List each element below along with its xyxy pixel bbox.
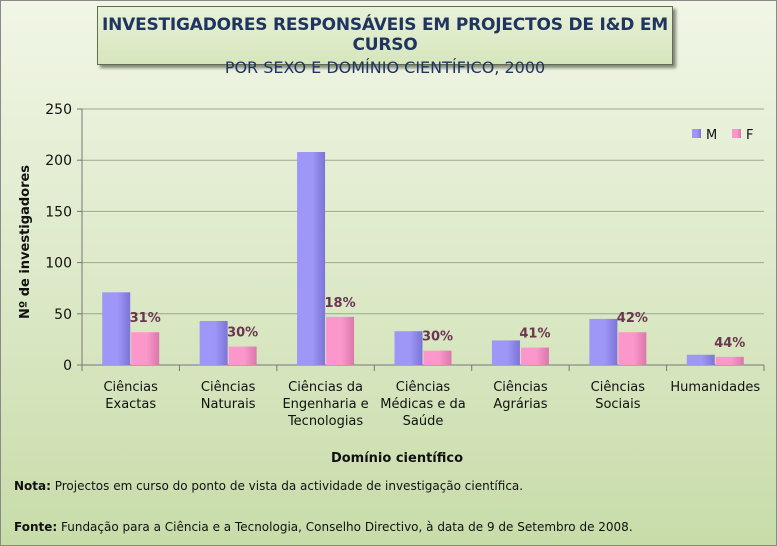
x-tick-label: Ciências da xyxy=(288,380,363,395)
source-text: Fundação para a Ciência e a Tecnologia, … xyxy=(57,520,633,534)
legend-label-f: F xyxy=(746,128,753,143)
bar-m xyxy=(394,331,423,365)
x-tick-label: Ciências xyxy=(493,380,548,395)
legend-swatch-f xyxy=(732,129,741,138)
x-tick-label: Humanidades xyxy=(670,380,760,395)
data-label: 18% xyxy=(325,296,356,311)
bar-m xyxy=(199,320,228,365)
note-text: Projectos em curso do ponto de vista da … xyxy=(50,479,524,493)
y-tick-label: 250 xyxy=(45,102,72,118)
bar-f xyxy=(326,316,355,365)
x-tick-label: Engenharia e xyxy=(282,397,368,412)
x-axis-title: Domínio científico xyxy=(331,451,463,466)
x-tick-label: Agrárias xyxy=(493,397,547,412)
data-label: 30% xyxy=(422,330,453,345)
legend-label-m: M xyxy=(706,128,717,143)
bar-f xyxy=(520,347,549,365)
x-tick-label: Ciências xyxy=(103,380,158,395)
x-tick-label: Tecnologias xyxy=(287,414,363,429)
note-label: Nota: xyxy=(14,479,51,493)
data-label: 31% xyxy=(130,311,161,326)
data-label: 41% xyxy=(519,327,550,342)
bar-m xyxy=(102,292,131,365)
y-tick-label: 150 xyxy=(45,204,72,220)
legend-swatch-m xyxy=(692,129,701,138)
x-tick-label: Saúde xyxy=(403,414,444,429)
chart-title-box: INVESTIGADORES RESPONSÁVEIS EM PROJECTOS… xyxy=(97,6,673,77)
x-tick-label: Ciências xyxy=(591,380,646,395)
bar-f xyxy=(228,346,257,365)
chart-note: Nota: Projectos em curso do ponto de vis… xyxy=(14,479,523,493)
y-tick-label: 50 xyxy=(54,307,72,323)
bar-f xyxy=(423,350,452,365)
bar-f xyxy=(715,356,744,365)
data-label: 42% xyxy=(617,311,648,326)
x-tick-label: Ciências xyxy=(201,380,256,395)
bar-f xyxy=(131,332,160,365)
x-tick-label: Médicas e da xyxy=(380,397,465,412)
y-tick-label: 100 xyxy=(45,256,72,272)
bar-m xyxy=(491,340,520,365)
x-tick-label: Naturais xyxy=(201,397,256,412)
x-tick-label: Exactas xyxy=(105,397,156,412)
x-tick-label: Ciências xyxy=(396,380,451,395)
y-tick-label: 0 xyxy=(63,358,72,374)
chart-source: Fonte: Fundação para a Ciência e a Tecno… xyxy=(14,520,633,534)
chart-subtitle: POR SEXO E DOMÍNIO CIENTÍFICO, 2000 xyxy=(224,58,546,77)
y-tick-label: 200 xyxy=(45,153,72,169)
data-label: 44% xyxy=(714,336,745,351)
bar-m xyxy=(297,152,326,365)
x-tick-label: Sociais xyxy=(595,397,641,412)
y-axis-title: Nº de investigadores xyxy=(18,165,33,319)
data-label: 30% xyxy=(227,326,258,341)
chart-title: INVESTIGADORES RESPONSÁVEIS EM PROJECTOS… xyxy=(101,15,669,55)
source-label: Fonte: xyxy=(14,520,58,534)
bar-m xyxy=(589,318,618,365)
bar-m xyxy=(686,354,715,365)
bar-f xyxy=(618,332,647,365)
